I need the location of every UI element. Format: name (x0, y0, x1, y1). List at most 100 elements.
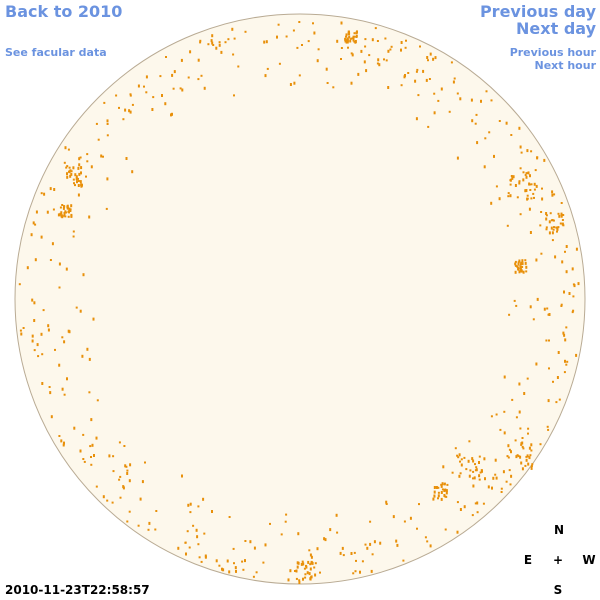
compass-east: E (524, 553, 532, 567)
facula (548, 220, 551, 224)
facula (437, 494, 440, 498)
facula (551, 190, 554, 194)
facula (387, 49, 390, 53)
facula (72, 166, 75, 170)
facula (69, 174, 72, 178)
facula (118, 441, 121, 444)
facula (164, 102, 167, 106)
facula (106, 499, 109, 502)
facula (180, 58, 183, 62)
facula (181, 88, 184, 92)
facula (551, 239, 554, 242)
facula (565, 363, 568, 366)
facula (529, 174, 531, 178)
previous-day-link[interactable]: Previous day (480, 2, 597, 21)
facula (70, 204, 73, 208)
facula (344, 37, 347, 41)
next-hour-link[interactable]: Next hour (535, 59, 597, 72)
facula (345, 33, 348, 37)
facula (80, 183, 83, 187)
facula (558, 214, 561, 218)
facula (244, 540, 247, 542)
facula (62, 443, 65, 447)
facula (520, 269, 523, 273)
facula (289, 83, 292, 86)
facula (317, 48, 320, 51)
facula (536, 156, 539, 159)
facula (468, 440, 471, 443)
facular-link[interactable]: See facular data (5, 46, 107, 59)
facula (72, 230, 75, 233)
facula (519, 213, 522, 216)
facula (90, 165, 93, 169)
facula (199, 39, 202, 42)
facula (353, 32, 356, 35)
facula (199, 41, 202, 44)
facula (351, 53, 354, 57)
facula (64, 146, 67, 150)
facula (82, 458, 85, 460)
facula (185, 552, 187, 556)
facula (545, 226, 548, 229)
facula (419, 45, 421, 48)
facula (41, 353, 44, 356)
facula (112, 470, 115, 473)
facula (484, 477, 486, 481)
facula (518, 180, 521, 183)
facula (65, 267, 68, 271)
facula (215, 559, 218, 563)
facula (90, 456, 92, 458)
facula (335, 513, 338, 517)
facula (280, 533, 283, 536)
facula (440, 484, 443, 488)
facula (293, 81, 296, 85)
facula (366, 546, 369, 550)
facula (460, 458, 463, 461)
facula (507, 192, 510, 195)
facula (82, 273, 85, 277)
facula (469, 469, 472, 472)
facula (456, 156, 459, 160)
facula (70, 172, 73, 176)
facula (198, 556, 201, 559)
next-day-link[interactable]: Next day (516, 19, 597, 38)
facula (536, 297, 539, 301)
facula (342, 554, 345, 557)
facula (553, 226, 555, 229)
facula (355, 36, 358, 38)
facula (47, 324, 50, 328)
facula (547, 399, 550, 403)
facula (106, 123, 109, 125)
facula (103, 101, 106, 104)
facula (518, 410, 521, 414)
facula (515, 416, 518, 419)
facula (470, 98, 473, 102)
facula (350, 37, 353, 40)
facula (561, 222, 564, 225)
facula (557, 212, 560, 215)
facula (514, 262, 517, 265)
facula (540, 252, 543, 255)
facula (518, 181, 521, 185)
previous-hour-link[interactable]: Previous hour (510, 46, 597, 59)
facula (40, 332, 43, 336)
facula (508, 448, 511, 451)
facula (129, 463, 132, 467)
facula (40, 192, 43, 195)
facula (562, 224, 565, 227)
facula (215, 46, 218, 50)
facula (521, 467, 524, 471)
facula (490, 201, 493, 205)
facula (404, 46, 407, 49)
facula (360, 49, 363, 53)
facula (63, 340, 66, 344)
facula (478, 455, 481, 458)
facula (548, 339, 550, 342)
facula (314, 562, 317, 565)
facula (435, 486, 438, 489)
facula (353, 551, 356, 554)
facula (575, 247, 578, 251)
facula (545, 217, 548, 221)
back-link[interactable]: Back to 2010 (5, 2, 122, 21)
facula (90, 418, 93, 422)
